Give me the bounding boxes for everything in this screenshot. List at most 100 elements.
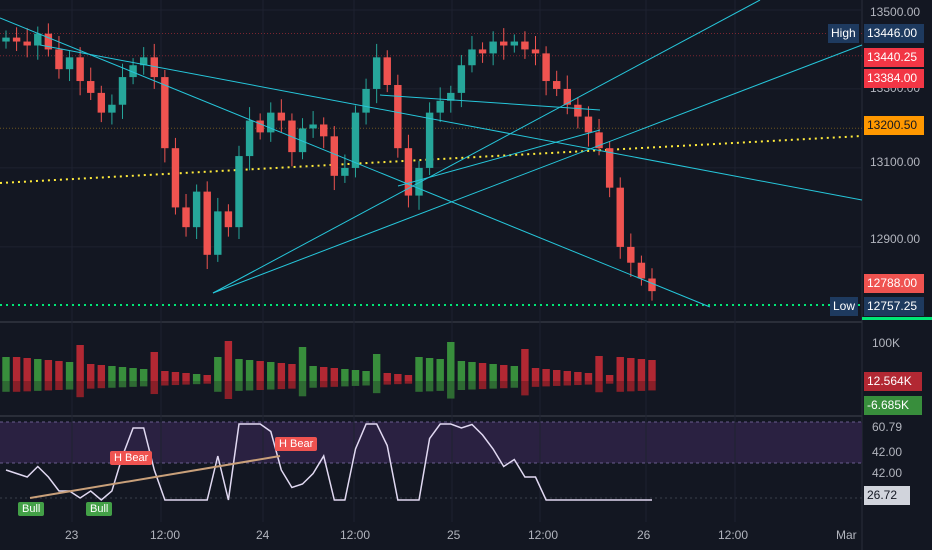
volume-bar (468, 362, 476, 381)
time-tick: 26 (637, 528, 651, 542)
candle-body (108, 104, 116, 113)
volume-bar (531, 381, 540, 387)
volume-bar (372, 381, 381, 394)
low-label: Low (830, 297, 859, 316)
last-price-label: 12788.00 (864, 274, 924, 293)
candle-body (595, 132, 603, 149)
volume-bar (489, 381, 497, 389)
trendline (39, 44, 863, 201)
volume-bar (288, 364, 296, 381)
volume-bar (478, 363, 487, 381)
volume-bar (415, 381, 423, 392)
volume-bar (214, 357, 222, 381)
volume-bar (394, 374, 402, 381)
volume-bar (203, 381, 211, 384)
volume-bar (34, 381, 42, 391)
volume-bar (415, 357, 423, 381)
volume-bar (478, 381, 487, 390)
volume-bar (436, 359, 444, 381)
candle-body (277, 112, 286, 121)
bull-label: Bull (86, 502, 113, 516)
volume-bar (319, 381, 328, 388)
volume-bar (648, 360, 656, 381)
volume-bar (383, 381, 391, 385)
volume-bar (309, 381, 317, 388)
volume-bar (616, 381, 624, 392)
volume-bar (23, 381, 31, 392)
volume-bar (425, 381, 434, 392)
volume-bar (531, 368, 540, 381)
volume-bar (648, 381, 656, 391)
volume-bar (500, 381, 508, 389)
candle-body (574, 104, 582, 117)
candle-body (267, 112, 275, 133)
candle-body (224, 211, 233, 228)
candle-body (2, 37, 10, 42)
h-bear-label: H Bear (110, 451, 153, 465)
bull-label: Bull (18, 502, 45, 516)
low-value-label: 12757.25 (864, 297, 924, 316)
volume-bar (161, 371, 169, 381)
volume-bar (12, 357, 21, 381)
volume-bar (235, 381, 243, 391)
volume-bar (584, 373, 593, 381)
candle-body (44, 33, 53, 50)
candle-body (500, 41, 508, 46)
volume-bar (605, 375, 614, 381)
volume-bar (161, 381, 169, 386)
volume-bar (55, 381, 63, 390)
rsi-current-label: 26.72 (864, 486, 910, 505)
high-value-label: 13446.00 (864, 24, 924, 43)
trendline (212, 0, 761, 294)
volume-bar (288, 381, 296, 389)
price-tick: 13100.00 (870, 155, 921, 169)
volume-bar (372, 354, 381, 381)
volume-bar (150, 381, 158, 395)
volume-bar (245, 381, 254, 391)
volume-bar (139, 381, 148, 387)
time-tick: 12:00 (340, 528, 371, 542)
volume-bar (97, 365, 106, 381)
volume-bar (341, 381, 349, 387)
volume-bar (171, 372, 180, 381)
candle-body (425, 112, 434, 168)
candle-body (55, 49, 63, 70)
volume-bar (129, 381, 137, 387)
candle-body (627, 246, 635, 263)
volume-bar (108, 366, 116, 381)
rsi-tick: 42.00 (872, 445, 903, 459)
volume-bar (256, 381, 264, 390)
candle-body (563, 88, 571, 105)
candle-body (256, 120, 264, 133)
candle-body (214, 211, 222, 255)
volume-bar (2, 357, 10, 381)
volume-bar (182, 373, 190, 381)
volume-bar (330, 368, 339, 381)
volume-bar (330, 381, 339, 387)
candle-body (489, 41, 497, 54)
candle-body (341, 167, 349, 176)
volume-positive-label: 12.564K (864, 372, 922, 391)
volume-bar (118, 367, 127, 381)
candle-body (552, 81, 561, 89)
volume-bar (341, 369, 349, 381)
candle-body (118, 77, 127, 105)
volume-bar (34, 359, 42, 381)
time-tick: 12:00 (718, 528, 749, 542)
volume-bar (574, 381, 582, 386)
volume-bar (118, 381, 127, 388)
candle-body (182, 207, 190, 228)
volume-bar (574, 372, 582, 381)
volume-bar (404, 381, 413, 384)
volume-bar (510, 381, 519, 388)
high-label: High (828, 24, 859, 43)
volume-bar (319, 367, 328, 381)
volume-bar (595, 356, 603, 381)
time-tick: 12:00 (150, 528, 181, 542)
candle-body (12, 37, 21, 42)
volume-bar (563, 371, 571, 381)
candle-body (542, 53, 550, 82)
price-level-label: 13440.25 (864, 48, 924, 67)
volume-bar (44, 381, 53, 391)
